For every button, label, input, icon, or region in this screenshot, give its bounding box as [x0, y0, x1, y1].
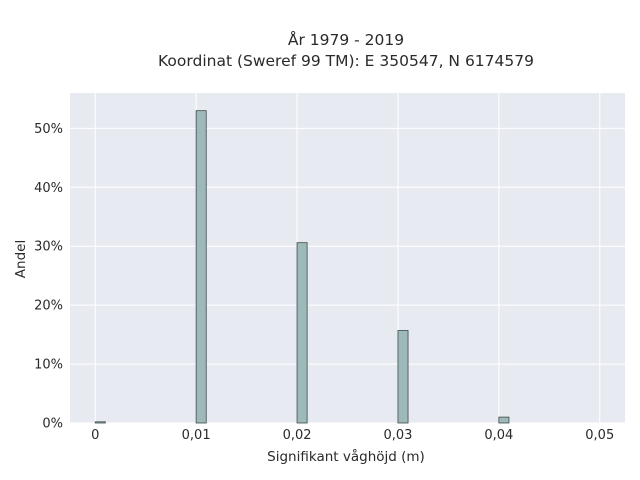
chart-title-line-2: Koordinat (Sweref 99 TM): E 350547, N 61…	[158, 52, 534, 70]
x-tick-label: 0,05	[585, 428, 614, 443]
chart-title-line-1: År 1979 - 2019	[288, 30, 404, 49]
y-axis-ticks: 0% 10% 20% 30% 40% 50%	[34, 122, 63, 432]
y-tick-label: 30%	[34, 240, 63, 255]
histogram-bar	[498, 416, 510, 424]
x-axis-label: Signifikant våghöjd (m)	[267, 448, 425, 465]
y-axis-label: Andel	[13, 240, 29, 278]
y-tick-label: 40%	[34, 181, 63, 196]
x-tick-label: 0,01	[182, 428, 211, 443]
bars	[94, 110, 510, 424]
plot-area	[70, 93, 625, 423]
histogram-bar	[397, 330, 409, 424]
histogram-bar	[94, 421, 106, 424]
grid-lines	[70, 93, 625, 424]
y-tick-label: 10%	[34, 358, 63, 373]
histogram-bar	[296, 242, 308, 424]
y-tick-label: 20%	[34, 299, 63, 314]
x-axis-ticks: 0 0,01 0,02 0,03 0,04 0,05	[91, 428, 614, 443]
y-tick-label: 50%	[34, 122, 63, 137]
x-tick-label: 0,04	[484, 428, 513, 443]
x-tick-label: 0,03	[383, 428, 412, 443]
x-tick-label: 0,02	[283, 428, 312, 443]
histogram-bar	[195, 110, 207, 424]
x-tick-label: 0	[91, 428, 99, 443]
y-tick-label: 0%	[42, 417, 63, 432]
